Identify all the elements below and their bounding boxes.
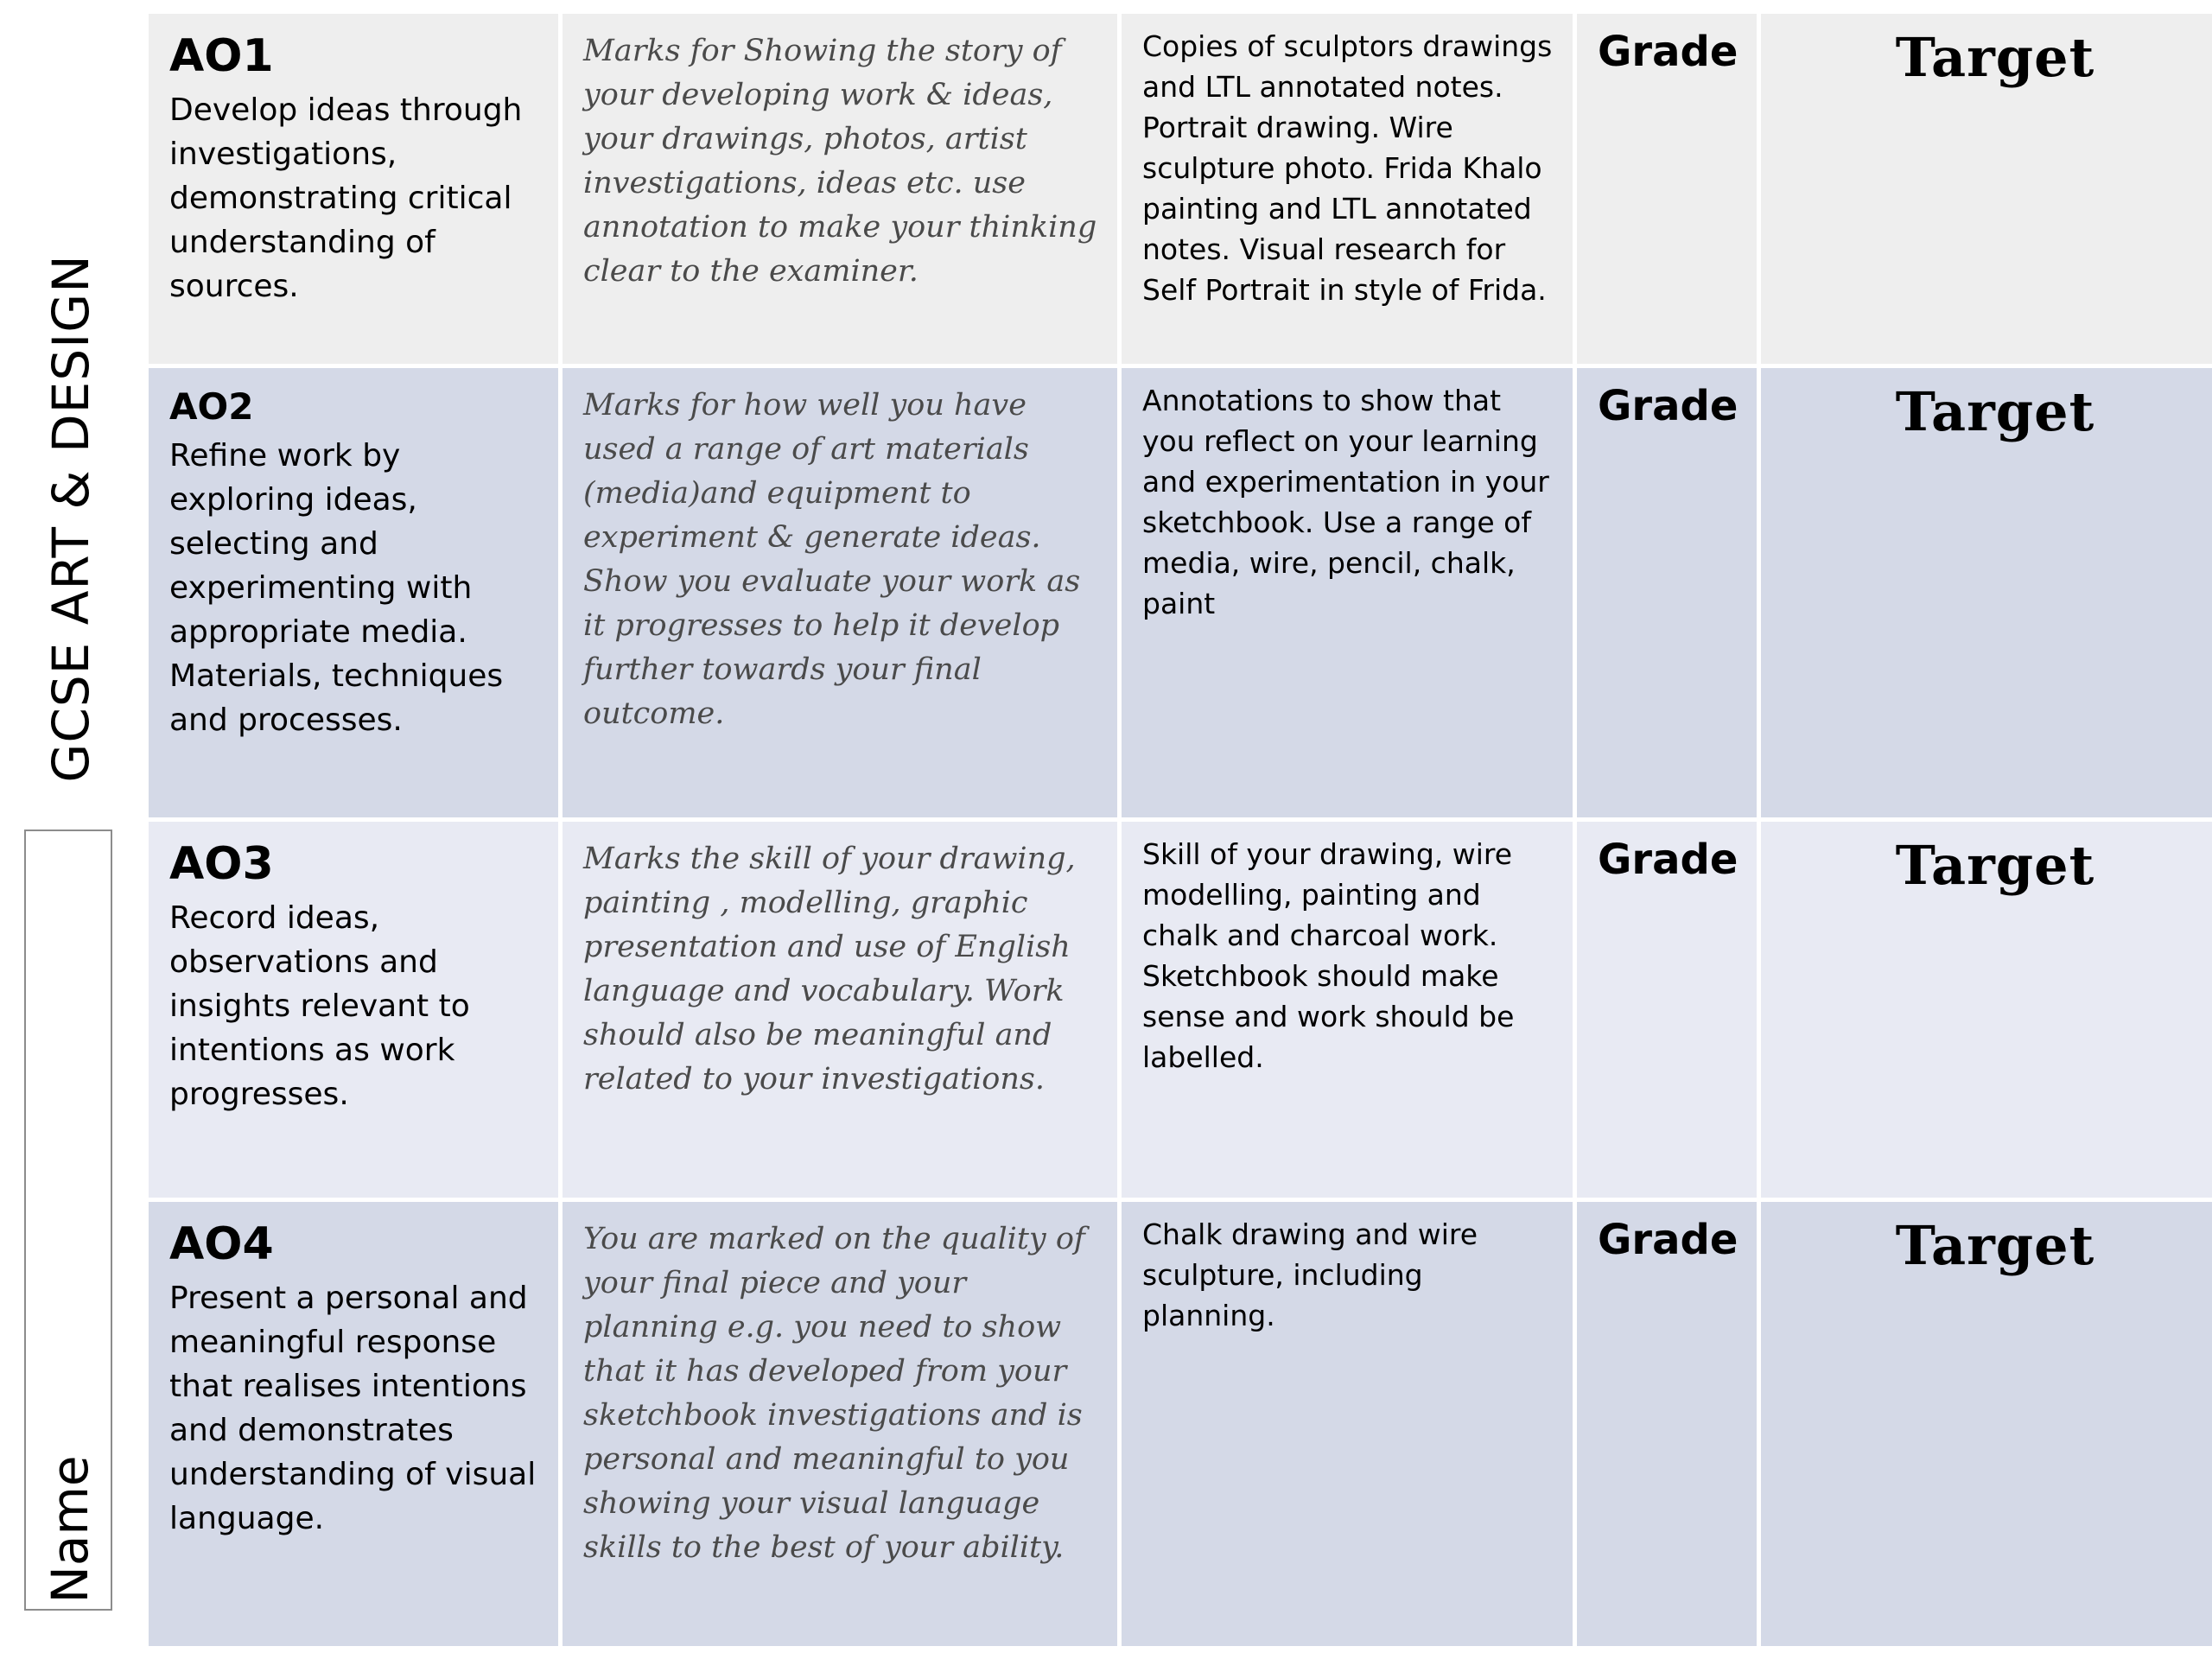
ao4-target-label: Target: [1895, 1214, 2095, 1277]
side-title-text: GCSE ART & DESIGN: [41, 254, 100, 783]
ao4-grade-label: Grade: [1598, 1216, 1738, 1264]
ao1-objective-cell: AO1 Develop ideas through investigations…: [149, 14, 558, 364]
ao1-grade-label: Grade: [1598, 28, 1738, 76]
assessment-table: AO1 Develop ideas through investigations…: [149, 14, 2212, 1646]
ao4-description: Present a personal and meaningful respon…: [169, 1280, 537, 1536]
ao2-grade-label: Grade: [1598, 382, 1738, 430]
ao2-evidence: Annotations to show that you reflect on …: [1122, 368, 1573, 817]
ao4-code: AO4: [169, 1218, 274, 1270]
ao1-evidence: Copies of sculptors drawings and LTL ann…: [1122, 14, 1573, 364]
ao2-grade-field[interactable]: Grade: [1577, 368, 1757, 817]
ao1-target-field[interactable]: Target: [1761, 14, 2212, 364]
ao3-grade-label: Grade: [1598, 836, 1738, 884]
ao2-code: AO2: [169, 385, 254, 428]
ao3-evidence: Skill of your drawing, wire modelling, p…: [1122, 822, 1573, 1198]
ao2-guidance: Marks for how well you have used a range…: [563, 368, 1117, 817]
name-field[interactable]: Name: [24, 830, 112, 1611]
ao4-evidence: Chalk drawing and wire sculpture, includ…: [1122, 1202, 1573, 1646]
ao3-target-label: Target: [1895, 834, 2095, 897]
ao1-target-label: Target: [1895, 26, 2095, 89]
ao3-description: Record ideas, observations and insights …: [169, 899, 470, 1112]
ao2-target-label: Target: [1895, 380, 2095, 443]
ao3-grade-field[interactable]: Grade: [1577, 822, 1757, 1198]
ao4-objective-cell: AO4 Present a personal and meaningful re…: [149, 1202, 558, 1646]
ao2-target-field[interactable]: Target: [1761, 368, 2212, 817]
ao4-guidance: You are marked on the quality of your fi…: [563, 1202, 1117, 1646]
ao1-grade-field[interactable]: Grade: [1577, 14, 1757, 364]
ao1-guidance: Marks for Showing the story of your deve…: [563, 14, 1117, 364]
ao3-guidance: Marks the skill of your drawing, paintin…: [563, 822, 1117, 1198]
name-label: Name: [41, 1455, 99, 1604]
ao1-code: AO1: [169, 30, 274, 82]
ao2-description: Refine work by exploring ideas, selectin…: [169, 438, 504, 739]
ao3-objective-cell: AO3 Record ideas, observations and insig…: [149, 822, 558, 1198]
ao4-grade-field[interactable]: Grade: [1577, 1202, 1757, 1646]
ao1-description: Develop ideas through investigations, de…: [169, 92, 523, 304]
ao3-target-field[interactable]: Target: [1761, 822, 2212, 1198]
ao2-objective-cell: AO2 Refine work by exploring ideas, sele…: [149, 368, 558, 817]
ao3-code: AO3: [169, 838, 274, 890]
ao4-target-field[interactable]: Target: [1761, 1202, 2212, 1646]
